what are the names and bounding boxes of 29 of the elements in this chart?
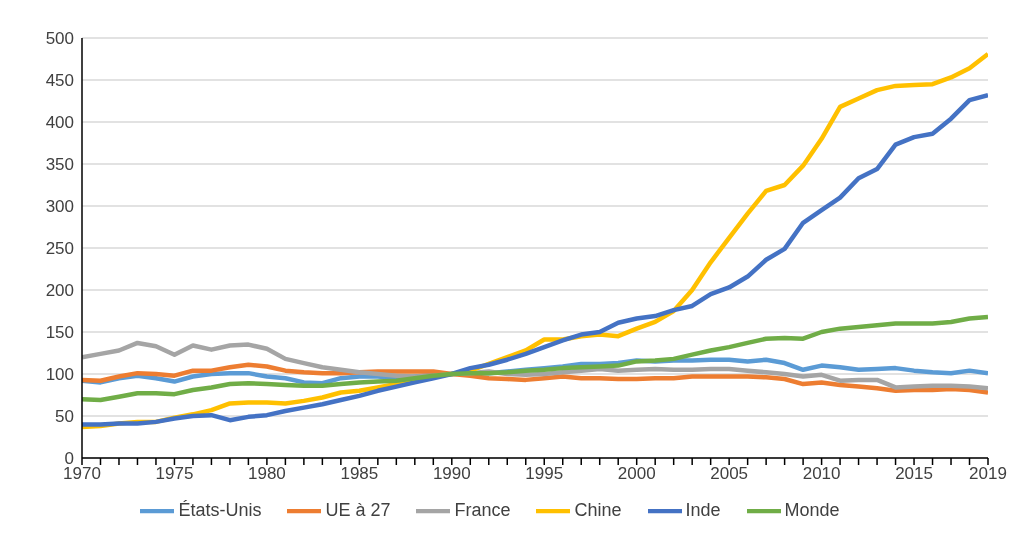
x-tick-label: 1970 — [63, 464, 101, 484]
y-tick-label: 350 — [45, 155, 74, 175]
y-tick-label: 250 — [45, 239, 74, 259]
legend-label: Chine — [574, 499, 622, 520]
legend-label: Inde — [685, 499, 721, 520]
legend-label: UE à 27 — [325, 499, 391, 520]
line-series — [82, 314, 988, 403]
y-tick-label: 150 — [45, 323, 74, 343]
y-tick-label: 100 — [45, 365, 74, 385]
y-tick-label: 400 — [45, 113, 74, 133]
x-tick-label: 1985 — [340, 464, 379, 484]
y-tick-label: 50 — [55, 407, 74, 427]
x-tick-label: 2000 — [617, 464, 656, 484]
x-tick-label: 2019 — [969, 464, 1007, 484]
y-tick-label: 500 — [45, 29, 74, 49]
y-tick-label: 300 — [45, 197, 74, 217]
x-tick-label: 2010 — [802, 464, 841, 484]
x-tick-label: 1995 — [525, 464, 564, 484]
legend-label: Monde — [784, 499, 840, 520]
x-tick-label: 1980 — [247, 464, 286, 484]
legend-label: États-Unis — [178, 499, 262, 520]
y-tick-label: 450 — [45, 71, 74, 91]
legend-label: France — [454, 499, 511, 520]
line-series — [82, 362, 988, 395]
y-tick-label: 200 — [45, 281, 74, 301]
x-tick-label: 2005 — [710, 464, 749, 484]
x-tick-label: 2015 — [895, 464, 933, 484]
x-tick-label: 1975 — [155, 464, 194, 484]
x-tick-label: 1990 — [432, 464, 471, 484]
